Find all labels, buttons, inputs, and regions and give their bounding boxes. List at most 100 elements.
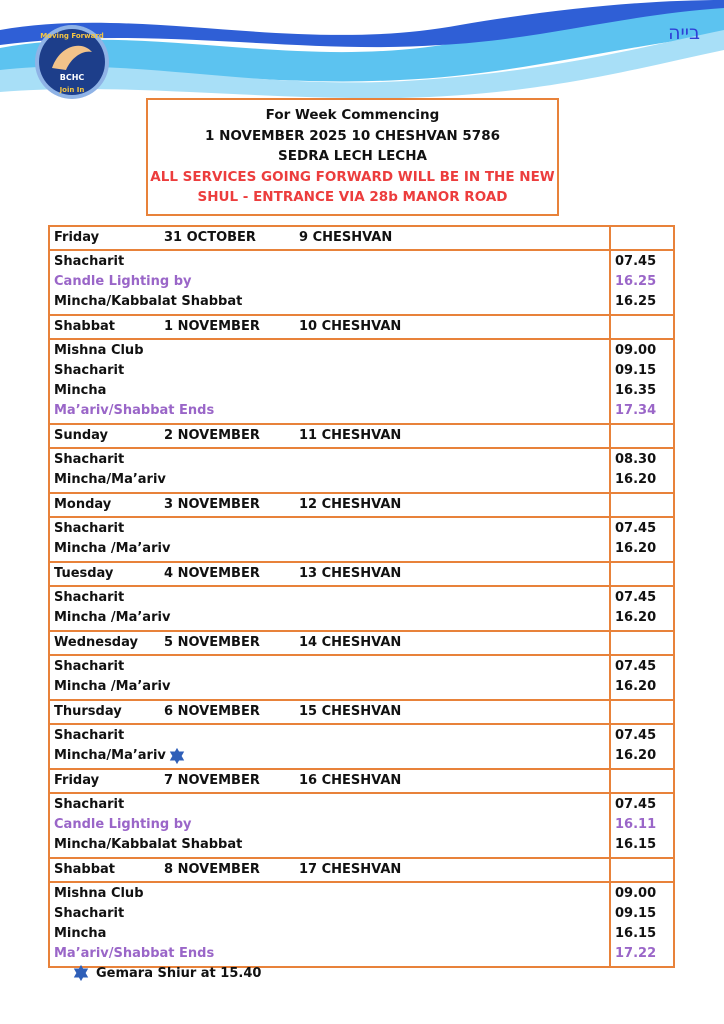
day-date: 4 NOVEMBER bbox=[164, 566, 260, 581]
day-name: Thursday bbox=[54, 704, 122, 719]
schedule-table: Friday 31 OCTOBER 9 CHESHVAN Shacharit Candl… bbox=[48, 225, 675, 968]
service-times: 09.00 09.15 16.15 17.22 bbox=[609, 883, 673, 966]
day-hebrew-date: 14 CHESHVAN bbox=[299, 635, 402, 650]
service-name: Shacharit bbox=[54, 361, 609, 381]
time-cell bbox=[609, 425, 673, 447]
service-time: 16.15 bbox=[615, 837, 657, 852]
hebrew-mark: בייה bbox=[668, 22, 700, 44]
time-cell bbox=[609, 859, 673, 881]
service-label: Mishna Club bbox=[54, 886, 144, 901]
day-cell: Monday 3 NOVEMBER 12 CHESHVAN bbox=[50, 494, 609, 516]
time-cell bbox=[609, 632, 673, 654]
service-time: 16.25 bbox=[615, 294, 657, 309]
service-names: Mishna Club Shacharit Mincha Ma’ariv/Shabba… bbox=[50, 340, 609, 423]
service-label: Ma’ariv/Shabbat Ends bbox=[54, 403, 215, 418]
service-block: Shacharit Mincha /Ma’ariv 07.45 16.20 bbox=[50, 654, 673, 699]
service-time: 07.45 bbox=[615, 254, 657, 269]
service-label: Mishna Club bbox=[54, 343, 144, 358]
day-hebrew-date: 15 CHESHVAN bbox=[299, 704, 402, 719]
day-cell: Tuesday 4 NOVEMBER 13 CHESHVAN bbox=[50, 563, 609, 585]
day-hebrew-date: 10 CHESHVAN bbox=[299, 319, 402, 334]
service-name: Shacharit bbox=[54, 519, 609, 539]
service-name: Mishna Club bbox=[54, 341, 609, 361]
day-cell: Friday 7 NOVEMBER 16 CHESHVAN bbox=[50, 770, 609, 792]
day-hebrew-date: 16 CHESHVAN bbox=[299, 773, 402, 788]
service-name: Mincha bbox=[54, 924, 609, 944]
service-label: Shacharit bbox=[54, 797, 125, 812]
day-date: 8 NOVEMBER bbox=[164, 862, 260, 877]
service-time: 17.34 bbox=[615, 403, 657, 418]
service-times: 07.45 16.20 bbox=[609, 656, 673, 699]
service-block: Mishna Club Shacharit Mincha Ma’ariv/Shabba… bbox=[50, 338, 673, 423]
day-cell: Sunday 2 NOVEMBER 11 CHESHVAN bbox=[50, 425, 609, 447]
time-cell bbox=[609, 701, 673, 723]
day-row: Tuesday 4 NOVEMBER 13 CHESHVAN bbox=[50, 561, 673, 585]
service-label: Mincha/Ma’ariv bbox=[54, 472, 166, 487]
day-date: 5 NOVEMBER bbox=[164, 635, 260, 650]
service-time: 16.11 bbox=[615, 817, 657, 832]
service-name: Shacharit bbox=[54, 657, 609, 677]
service-label: Mincha/Kabbalat Shabbat bbox=[54, 294, 243, 309]
service-time: 08.30 bbox=[615, 452, 657, 467]
service-block: Shacharit Candle Lighting by Mincha/Kabbal… bbox=[50, 792, 673, 857]
footnote: Gemara Shiur at 15.40 bbox=[72, 964, 261, 982]
header-sedra: SEDRA LECH LECHA bbox=[278, 148, 427, 164]
day-date: 3 NOVEMBER bbox=[164, 497, 260, 512]
service-names: Shacharit Candle Lighting by Mincha/Kabbal… bbox=[50, 251, 609, 314]
service-name: Shacharit bbox=[54, 252, 609, 272]
logo-top: Moving Forward bbox=[40, 32, 104, 40]
service-label: Mincha /Ma’ariv bbox=[54, 541, 171, 556]
service-block: Shacharit Mincha /Ma’ariv 07.45 16.20 bbox=[50, 585, 673, 630]
header-dates: 1 NOVEMBER 2025 10 CHESHVAN 5786 bbox=[205, 127, 500, 144]
time-cell bbox=[609, 316, 673, 338]
day-name: Shabbat bbox=[54, 319, 115, 334]
star-icon bbox=[169, 747, 185, 765]
service-time: 09.15 bbox=[615, 363, 657, 378]
day-hebrew-date: 12 CHESHVAN bbox=[299, 497, 402, 512]
service-time: 09.00 bbox=[615, 343, 657, 358]
service-name: Shacharit bbox=[54, 726, 609, 746]
day-row: Monday 3 NOVEMBER 12 CHESHVAN bbox=[50, 492, 673, 516]
day-name: Friday bbox=[54, 773, 100, 788]
service-name: Shacharit bbox=[54, 588, 609, 608]
service-name: Shacharit bbox=[54, 795, 609, 815]
service-label: Candle Lighting by bbox=[54, 274, 192, 289]
service-time: 07.45 bbox=[615, 521, 657, 536]
service-label: Shacharit bbox=[54, 659, 125, 674]
service-time: 09.00 bbox=[615, 886, 657, 901]
header-title: For Week Commencing bbox=[265, 107, 440, 123]
service-label: Shacharit bbox=[54, 590, 125, 605]
service-time: 16.35 bbox=[615, 383, 657, 398]
service-label: Shacharit bbox=[54, 906, 125, 921]
day-cell: Wednesday 5 NOVEMBER 14 CHESHVAN bbox=[50, 632, 609, 654]
service-times: 07.45 16.11 16.15 bbox=[609, 794, 673, 857]
day-date: 7 NOVEMBER bbox=[164, 773, 260, 788]
day-date: 2 NOVEMBER bbox=[164, 428, 260, 443]
service-names: Shacharit Mincha/Ma’ariv bbox=[50, 449, 609, 492]
service-names: Shacharit Mincha /Ma’ariv bbox=[50, 518, 609, 561]
service-label: Mincha /Ma’ariv bbox=[54, 610, 171, 625]
header-box: For Week Commencing 1 NOVEMBER 2025 10 C… bbox=[146, 98, 559, 216]
service-times: 07.45 16.25 16.25 bbox=[609, 251, 673, 314]
service-names: Shacharit Mincha/Ma’ariv bbox=[50, 725, 609, 768]
service-time: 07.45 bbox=[615, 728, 657, 743]
day-name: Wednesday bbox=[54, 635, 138, 650]
time-cell bbox=[609, 494, 673, 516]
service-label: Candle Lighting by bbox=[54, 817, 192, 832]
footnote-text: Gemara Shiur at 15.40 bbox=[96, 965, 262, 981]
day-row: Thursday 6 NOVEMBER 15 CHESHVAN bbox=[50, 699, 673, 723]
day-hebrew-date: 9 CHESHVAN bbox=[299, 230, 393, 245]
service-name: Mincha/Ma’ariv bbox=[54, 746, 609, 766]
service-time: 09.15 bbox=[615, 906, 657, 921]
day-row: Shabbat 8 NOVEMBER 17 CHESHVAN bbox=[50, 857, 673, 881]
service-block: Shacharit Mincha/Ma’ariv 08.30 16.20 bbox=[50, 447, 673, 492]
notice-line: SHUL - ENTRANCE VIA 28b MANOR ROAD bbox=[197, 189, 508, 205]
logo-middle: BCHC bbox=[60, 73, 85, 82]
day-name: Friday bbox=[54, 230, 100, 245]
day-row: Sunday 2 NOVEMBER 11 CHESHVAN bbox=[50, 423, 673, 447]
day-cell: Thursday 6 NOVEMBER 15 CHESHVAN bbox=[50, 701, 609, 723]
service-label: Shacharit bbox=[54, 521, 125, 536]
star-icon bbox=[73, 964, 89, 982]
service-time: 16.20 bbox=[615, 472, 657, 487]
